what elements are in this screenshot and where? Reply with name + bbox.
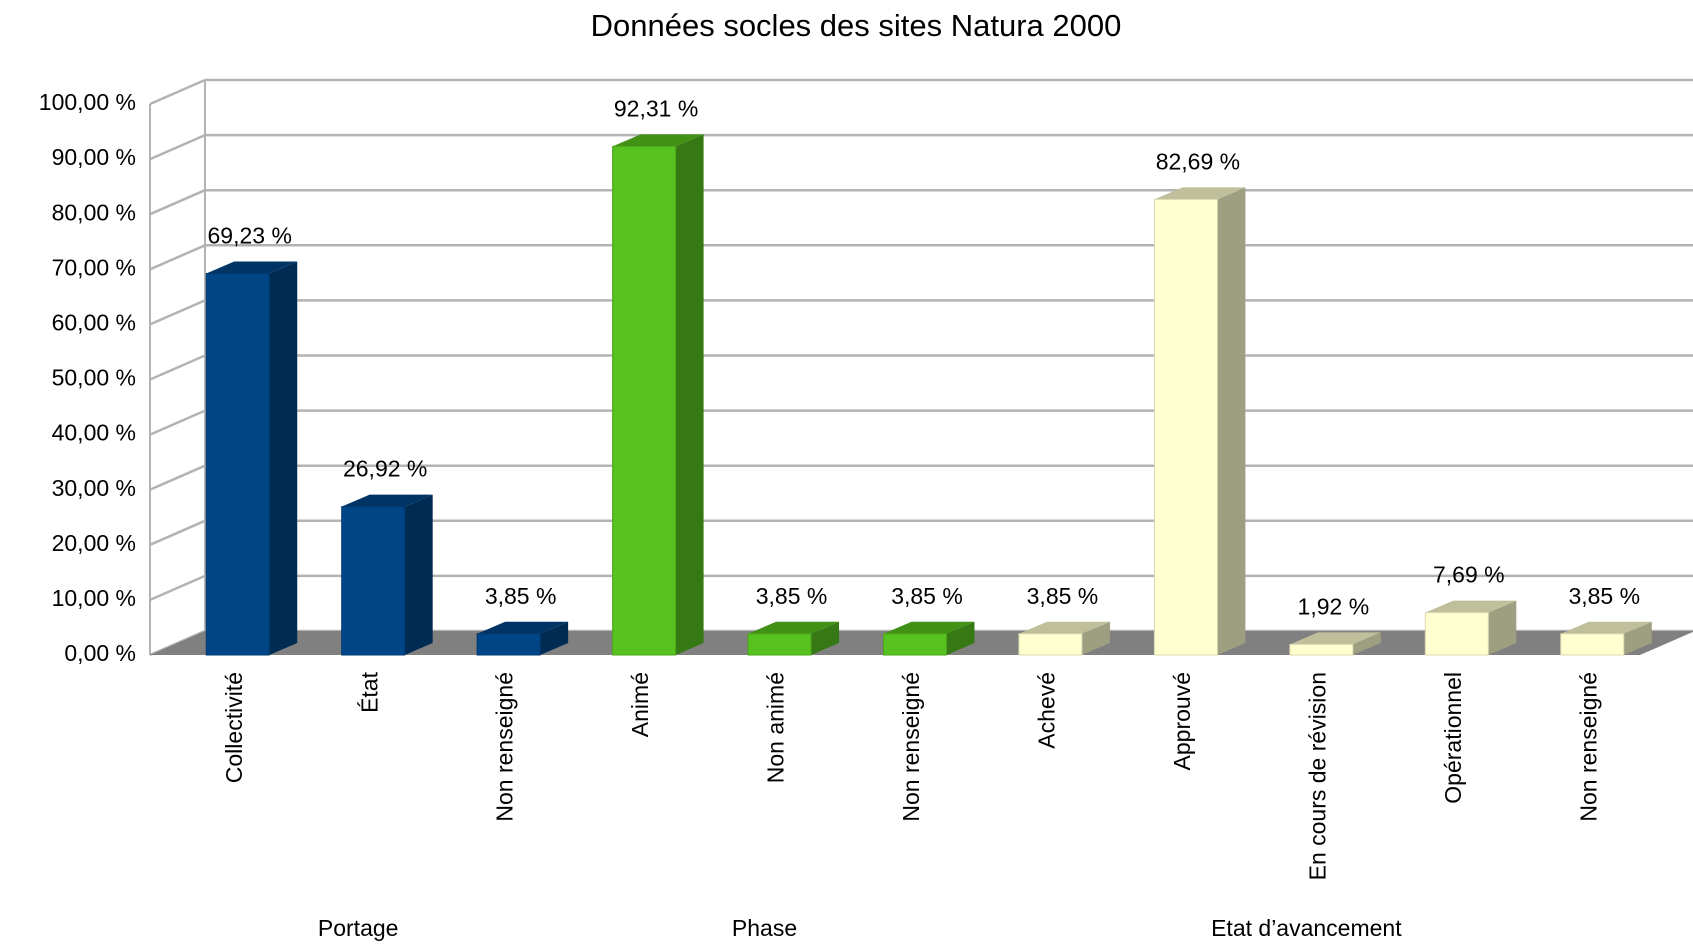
bar-front [612,145,677,656]
x-tick-label: Collectivité [221,672,247,783]
bar [205,261,298,656]
bar-top [1560,621,1652,634]
bar [341,494,433,656]
bar-side [675,134,704,656]
bar [1153,187,1246,656]
y-tick-label: 50,00 % [52,365,136,391]
chart-title: Données socles des sites Natura 2000 [591,8,1122,43]
bar-top [206,261,298,274]
bar-front [1153,198,1218,656]
bar-front [205,273,270,656]
x-tick-label: Achevé [1034,672,1060,749]
value-label: 3,85 % [1568,583,1640,609]
value-label: 3,85 % [485,583,557,609]
bar-side [1081,621,1110,655]
x-tick-label: Approuvé [1169,672,1195,770]
grid-line [149,409,206,436]
bar [747,621,840,656]
value-label: 92,31 % [614,95,698,121]
value-label: 3,85 % [1027,583,1099,609]
grid-line [149,519,206,546]
bar [1424,600,1517,656]
bar-side [404,494,433,655]
y-tick-label: 20,00 % [52,530,136,556]
x-tick-label: Opérationnel [1440,672,1466,804]
bar-side [811,621,840,655]
value-label: 7,69 % [1433,562,1505,588]
y-tick-label: 90,00 % [52,144,136,170]
y-tick-label: 30,00 % [52,475,136,501]
bar-front [476,633,541,656]
value-label: 26,92 % [343,456,427,482]
bar-top [1289,632,1381,645]
x-tick-label: État [356,671,382,713]
value-label: 82,69 % [1156,148,1240,174]
bar-side [946,621,975,655]
bar-front [341,506,406,656]
x-tick-label: En cours de révision [1304,672,1330,880]
bar-top [748,621,840,634]
y-tick-label: 10,00 % [52,585,136,611]
bar [612,134,704,656]
grid-line [149,574,206,602]
bar-side [269,261,298,655]
bar-front [1560,633,1625,656]
bar-side [1217,187,1246,655]
y-tick-label: 0,00 % [64,640,136,666]
bar [476,621,569,656]
bar-side [1352,632,1381,655]
grid-line [149,78,206,106]
bar-front [1018,633,1083,656]
bar-side [1623,621,1652,655]
bar-front [1289,643,1354,656]
grid-line [149,244,206,271]
y-tick-label: 60,00 % [52,309,136,335]
bar [883,621,975,656]
bar [1560,621,1652,656]
bar-top [1425,600,1517,613]
value-label: 3,85 % [756,583,828,609]
value-label: 1,92 % [1298,593,1370,619]
bar-side [540,621,569,655]
x-tick-label: Non renseigné [898,672,924,822]
group-label: Phase [732,915,797,941]
grid-line [149,189,206,216]
value-label: 3,85 % [891,583,963,609]
bar-top [1018,621,1110,634]
bar-front [747,633,812,656]
bar-top [883,621,975,634]
bar-side [1488,600,1517,655]
value-label: 69,23 % [208,223,292,249]
group-label: Portage [318,915,399,941]
y-tick-label: 70,00 % [52,254,136,280]
y-tick-label: 40,00 % [52,420,136,446]
y-tick-label: 100,00 % [39,89,136,115]
x-tick-label: Non renseigné [1575,672,1601,822]
x-tick-label: Animé [627,672,653,737]
bar-front [1424,612,1489,656]
grid-line [149,464,206,491]
bar-top [1154,187,1246,200]
bar-top [612,134,704,147]
bar [1018,621,1110,656]
x-tick-label: Non renseigné [492,672,518,822]
x-tick-label: Non animé [763,672,789,783]
bar-front [883,633,947,656]
grid-line [149,354,206,381]
grid-line [149,133,206,161]
group-label: Etat d’avancement [1211,915,1402,941]
bar-top [477,621,569,634]
bar-top [341,494,433,507]
bar [1289,632,1381,656]
y-tick-label: 80,00 % [52,199,136,225]
grid-line [149,299,206,326]
